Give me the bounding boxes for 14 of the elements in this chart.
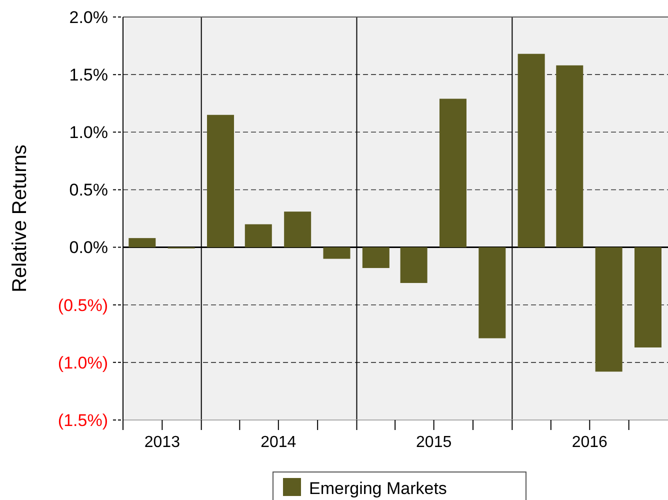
- y-tick-label: 1.0%: [69, 123, 108, 142]
- y-tick-label: 0.5%: [69, 180, 108, 200]
- y-tick-label: (1.0%): [58, 353, 108, 372]
- y-axis-title: Relative Returns: [9, 144, 31, 292]
- x-tick-label: 2015: [416, 434, 452, 451]
- y-tick-label: 0.0%: [69, 238, 108, 258]
- y-tick-label: 2.0%: [69, 8, 108, 27]
- y-tick-label: (1.5%): [58, 410, 108, 430]
- x-tick-label: 2016: [572, 434, 608, 451]
- x-tick-label: 2014: [260, 434, 296, 451]
- y-tick-label: (0.5%): [58, 296, 108, 315]
- y-tick-label: 1.5%: [69, 66, 108, 85]
- x-tick-label: 2013: [144, 434, 180, 451]
- legend-label: Emerging Markets: [309, 479, 447, 498]
